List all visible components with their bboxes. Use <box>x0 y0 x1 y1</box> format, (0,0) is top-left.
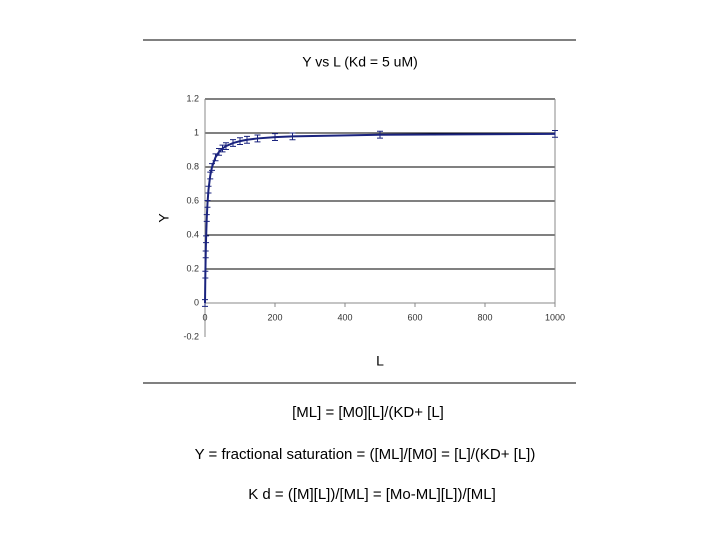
x-tick-label: 1000 <box>545 312 565 322</box>
error-bar <box>272 133 278 141</box>
fit-line <box>204 132 556 304</box>
error-bar <box>202 270 209 279</box>
y-axis-label: Y <box>156 213 172 223</box>
chart-title: Y vs L (Kd = 5 uM) <box>302 54 418 70</box>
error-bar <box>377 130 383 139</box>
error-bar <box>254 134 261 143</box>
error-bar <box>204 199 211 208</box>
equation: K d = ([M][L])/[ML] = [Mo-ML][L])/[ML] <box>248 486 496 503</box>
error-bar <box>207 171 214 180</box>
y-tick-label: 1.2 <box>186 93 199 103</box>
error-bar <box>223 142 229 150</box>
equation: [ML] = [M0][L]/(KD+ [L] <box>292 404 444 421</box>
error-bar <box>244 135 250 144</box>
error-bar <box>289 132 296 141</box>
error-bar <box>202 299 208 307</box>
error-bar <box>202 250 209 259</box>
error-bar <box>230 139 236 147</box>
error-bar <box>219 144 226 153</box>
error-bar <box>212 153 219 162</box>
error-bar <box>205 185 212 194</box>
y-tick-label: 1 <box>194 127 199 137</box>
error-bar <box>237 137 243 146</box>
x-axis-label: L <box>376 353 384 369</box>
x-tick-label: 400 <box>337 312 352 322</box>
x-tick-label: 0 <box>202 312 207 322</box>
x-tick-label: 800 <box>477 312 492 322</box>
error-bar <box>216 147 222 156</box>
equation: Y = fractional saturation = ([ML]/[M0] =… <box>195 446 536 463</box>
y-tick-label: 0.4 <box>186 229 199 239</box>
error-bar <box>203 235 210 244</box>
y-tick-label: 0.6 <box>186 195 199 205</box>
error-bar <box>552 129 558 138</box>
y-tick-label: 0.2 <box>186 263 199 273</box>
error-bar <box>209 163 215 171</box>
x-tick-label: 200 <box>267 312 282 322</box>
y-tick-label: -0.2 <box>183 331 199 341</box>
y-tick-label: 0 <box>194 297 199 307</box>
x-tick-label: 600 <box>407 312 422 322</box>
error-bar <box>203 214 210 222</box>
y-tick-label: 0.8 <box>186 161 199 171</box>
